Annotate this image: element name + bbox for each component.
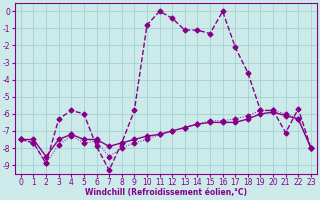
X-axis label: Windchill (Refroidissement éolien,°C): Windchill (Refroidissement éolien,°C) [85, 188, 247, 197]
